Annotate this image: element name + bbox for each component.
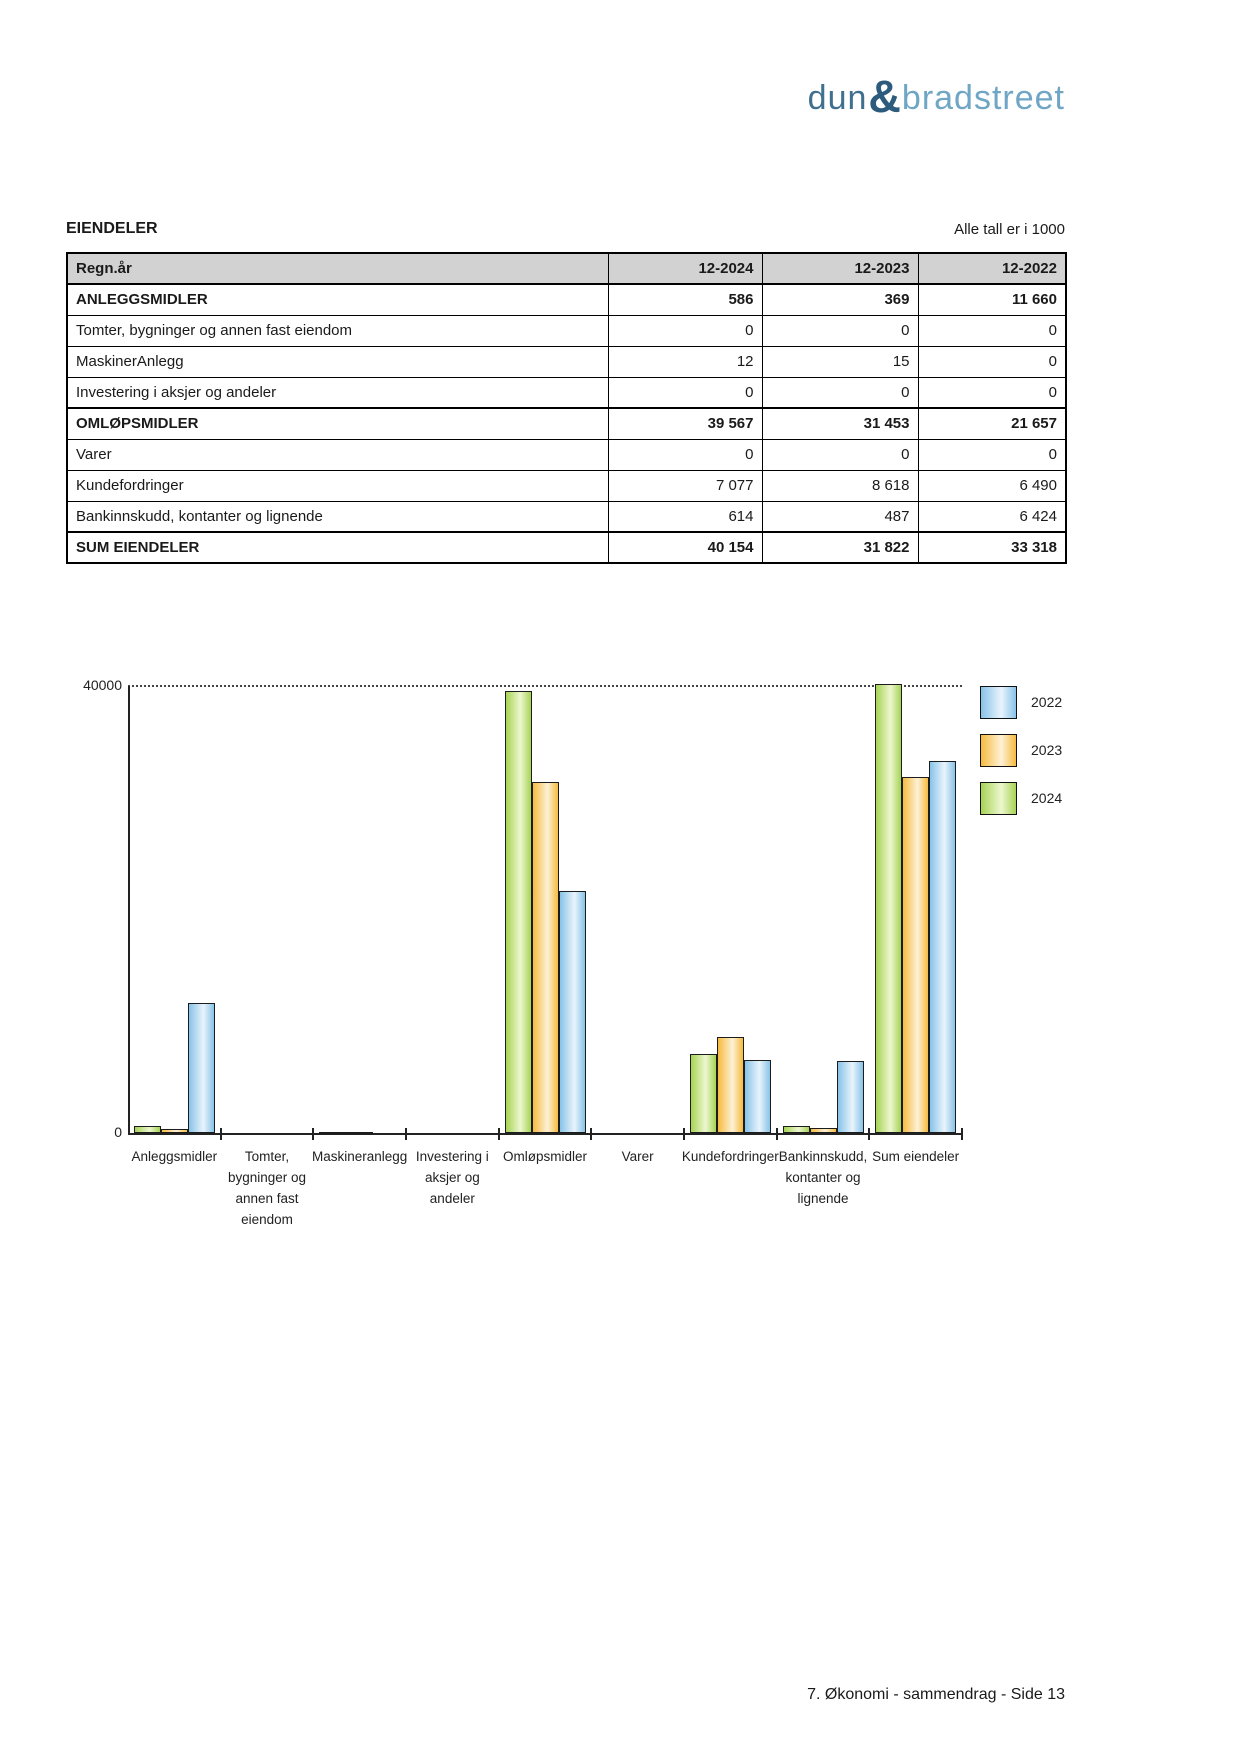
table-row: Kundefordringer 7 077 8 618 6 490 bbox=[66, 469, 1067, 502]
table-row: OMLØPSMIDLER 39 567 31 453 21 657 bbox=[66, 407, 1067, 440]
row-label: SUM EIENDELER bbox=[66, 531, 609, 564]
row-value: 0 bbox=[761, 376, 919, 409]
x-axis-tick bbox=[683, 1128, 685, 1140]
column-header: Regn.år bbox=[66, 252, 609, 285]
row-value: 39 567 bbox=[607, 407, 763, 440]
row-value: 0 bbox=[761, 314, 919, 347]
bar-2023-anleggsmidler bbox=[160, 1128, 188, 1133]
logo-text-bradstreet: bradstreet bbox=[901, 79, 1065, 117]
x-axis-category-label: Investering i aksjer og andeler bbox=[415, 1149, 489, 1206]
x-axis bbox=[128, 1133, 962, 1135]
bar-2024-kundefordringer bbox=[689, 1053, 717, 1133]
row-value: 586 bbox=[607, 283, 763, 316]
table-row: Varer 0 0 0 bbox=[66, 438, 1067, 471]
y-axis-tick-label: 40000 bbox=[83, 677, 122, 693]
bar-2023-bankinnskudd-kontanter-og-lignende bbox=[809, 1127, 837, 1133]
row-label: Varer bbox=[66, 438, 609, 471]
row-value: 31 822 bbox=[761, 531, 919, 564]
row-label: OMLØPSMIDLER bbox=[66, 407, 609, 440]
bar-2022-sum-eiendeler bbox=[929, 760, 957, 1133]
legend-label-2022: 2022 bbox=[1031, 694, 1063, 710]
x-axis-tick bbox=[868, 1128, 871, 1140]
legend-swatch-2023 bbox=[980, 734, 1017, 767]
row-label: MaskinerAnlegg bbox=[66, 345, 609, 378]
units-note: Alle tall er i 1000 bbox=[954, 221, 1065, 238]
legend-swatch-2024 bbox=[980, 782, 1017, 815]
gridline-40000 bbox=[128, 685, 962, 687]
bar-2024-maskineranlegg bbox=[319, 1132, 347, 1134]
bar-2023-sum-eiendeler bbox=[902, 777, 930, 1133]
row-value: 0 bbox=[607, 314, 763, 347]
row-value: 7 077 bbox=[607, 469, 763, 502]
row-value: 614 bbox=[607, 500, 763, 533]
table-header-row: Regn.år 12-2024 12-2023 12-2022 bbox=[66, 252, 1067, 285]
legend-label-2024: 2024 bbox=[1031, 790, 1063, 806]
column-header: 12-2024 bbox=[607, 252, 763, 285]
column-header: 12-2022 bbox=[917, 252, 1067, 285]
row-value: 11 660 bbox=[917, 283, 1067, 316]
bar-2022-anleggsmidler bbox=[187, 1002, 215, 1133]
x-axis-category-label: Omløpsmidler bbox=[502, 1149, 587, 1164]
x-axis-tick bbox=[405, 1128, 407, 1140]
x-axis-category-label: Maskineranlegg bbox=[312, 1149, 408, 1164]
row-value: 0 bbox=[917, 314, 1067, 347]
y-axis bbox=[128, 686, 130, 1133]
row-value: 40 154 bbox=[607, 531, 763, 564]
bar-2024-sum-eiendeler bbox=[875, 684, 903, 1133]
bar-2023-oml-psmidler bbox=[531, 781, 559, 1133]
bar-2024-bankinnskudd-kontanter-og-lignende bbox=[782, 1126, 810, 1133]
bar-2024-oml-psmidler bbox=[504, 690, 532, 1133]
x-axis-tick bbox=[497, 1128, 500, 1140]
row-value: 31 453 bbox=[761, 407, 919, 440]
dun-bradstreet-logo: dun&bradstreet bbox=[700, 68, 1065, 122]
bar-2023-kundefordringer bbox=[716, 1036, 744, 1133]
bar-2024-anleggsmidler bbox=[133, 1126, 161, 1133]
row-label: Kundefordringer bbox=[66, 469, 609, 502]
row-value: 0 bbox=[607, 438, 763, 471]
row-value: 0 bbox=[761, 438, 919, 471]
row-value: 33 318 bbox=[917, 531, 1067, 564]
row-value: 21 657 bbox=[917, 407, 1067, 440]
legend-label-2023: 2023 bbox=[1031, 742, 1063, 758]
logo-text-dun: dun bbox=[807, 79, 868, 117]
x-axis-category-label: Anleggsmidler bbox=[131, 1149, 218, 1164]
bar-2023-maskineranlegg bbox=[346, 1132, 374, 1134]
x-axis-tick bbox=[219, 1128, 222, 1140]
y-axis-tick-label: 0 bbox=[114, 1124, 122, 1140]
row-value: 8 618 bbox=[761, 469, 919, 502]
table-row: SUM EIENDELER 40 154 31 822 33 318 bbox=[66, 531, 1067, 564]
x-axis-category-label: Varer bbox=[621, 1149, 654, 1164]
bar-2022-bankinnskudd-kontanter-og-lignende bbox=[836, 1061, 864, 1133]
footer-page-label: 7. Økonomi - sammendrag - Side 13 bbox=[807, 1686, 1065, 1703]
legend-swatch-2022 bbox=[980, 686, 1017, 719]
table-row: MaskinerAnlegg 12 15 0 bbox=[66, 345, 1067, 378]
row-value: 6 490 bbox=[917, 469, 1067, 502]
page-title: EIENDELER bbox=[66, 220, 158, 237]
x-axis-category-label: Tomter, bygninger og annen fast eiendom bbox=[227, 1149, 307, 1227]
x-axis-tick bbox=[590, 1128, 593, 1140]
x-axis-tick bbox=[312, 1128, 315, 1140]
row-value: 369 bbox=[761, 283, 919, 316]
x-axis-category-label: Sum eiendeler bbox=[872, 1149, 960, 1164]
x-axis-category-label: Kundefordringer bbox=[681, 1149, 779, 1164]
bar-2022-kundefordringer bbox=[743, 1060, 771, 1133]
x-axis-tick bbox=[775, 1128, 778, 1140]
assets-table: Regn.år 12-2024 12-2023 12-2022 ANLEGGSMIDL… bbox=[66, 252, 1067, 564]
x-axis-category-label: Bankinnskudd, kontanter og lignende bbox=[778, 1149, 868, 1206]
bar-2022-oml-psmidler bbox=[558, 890, 586, 1133]
x-axis-tick bbox=[961, 1128, 963, 1140]
logo-ampersand-icon: & bbox=[868, 71, 901, 122]
column-header: 12-2023 bbox=[761, 252, 919, 285]
